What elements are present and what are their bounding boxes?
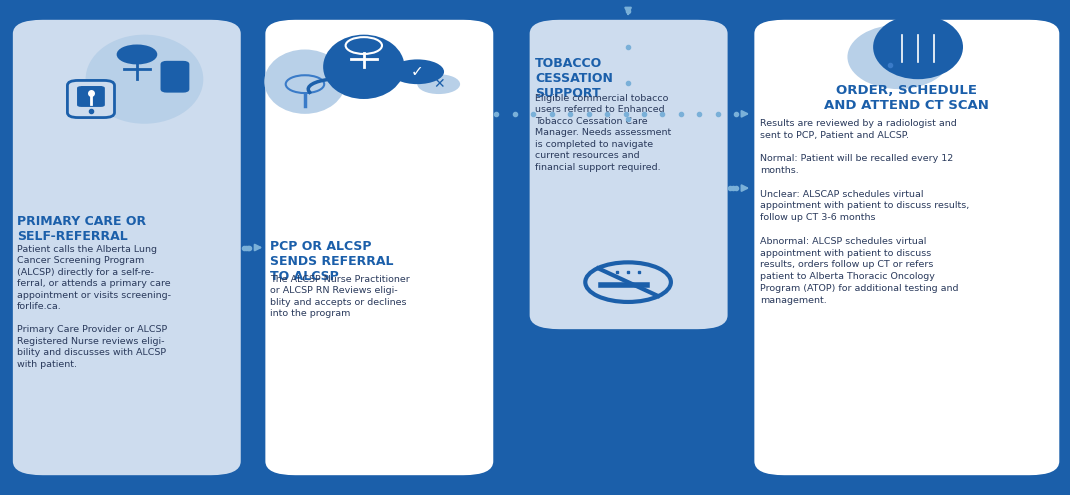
Ellipse shape <box>323 35 404 99</box>
FancyBboxPatch shape <box>754 20 1059 475</box>
Circle shape <box>391 59 444 84</box>
Text: The ALCSP Nurse Practitioner
or ALCSP RN Reviews eligi-
blity and accepts or dec: The ALCSP Nurse Practitioner or ALCSP RN… <box>270 275 410 318</box>
Ellipse shape <box>873 15 963 79</box>
Ellipse shape <box>264 50 346 114</box>
FancyBboxPatch shape <box>13 20 241 475</box>
Text: ✕: ✕ <box>433 77 444 91</box>
FancyBboxPatch shape <box>877 59 904 77</box>
FancyBboxPatch shape <box>265 20 493 475</box>
FancyBboxPatch shape <box>162 62 188 92</box>
Text: ✓: ✓ <box>411 64 424 79</box>
Circle shape <box>286 75 324 93</box>
FancyBboxPatch shape <box>530 20 728 329</box>
Text: ORDER, SCHEDULE
AND ATTEND CT SCAN: ORDER, SCHEDULE AND ATTEND CT SCAN <box>824 84 989 112</box>
Ellipse shape <box>847 25 950 89</box>
Ellipse shape <box>86 35 203 124</box>
Circle shape <box>417 74 460 94</box>
Circle shape <box>118 46 156 63</box>
Text: Eligible commercial tobacco
users referred to Enhanced
Tobacco Cessation Care
Ma: Eligible commercial tobacco users referr… <box>535 94 671 172</box>
Text: PRIMARY CARE OR
SELF-REFERRAL: PRIMARY CARE OR SELF-REFERRAL <box>17 215 147 244</box>
Text: PCP OR ALCSP
SENDS REFERRAL
TO ALCSP: PCP OR ALCSP SENDS REFERRAL TO ALCSP <box>270 240 393 283</box>
FancyBboxPatch shape <box>67 80 114 117</box>
Text: Results are reviewed by a radiologist and
sent to PCP, Patient and ALCSP.

Norma: Results are reviewed by a radiologist an… <box>760 119 969 305</box>
Circle shape <box>346 37 382 54</box>
Text: TOBACCO
CESSATION
SUPPORT: TOBACCO CESSATION SUPPORT <box>535 57 613 100</box>
Text: Patient calls the Alberta Lung
Cancer Screening Program
(ALCSP) directly for a s: Patient calls the Alberta Lung Cancer Sc… <box>17 245 171 368</box>
FancyBboxPatch shape <box>77 86 105 107</box>
